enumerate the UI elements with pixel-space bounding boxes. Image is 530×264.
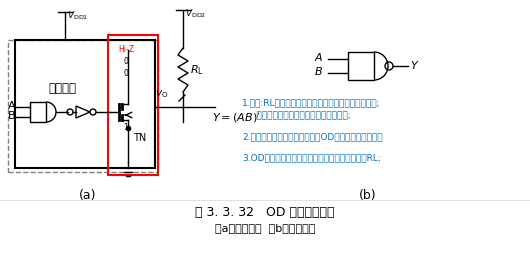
Bar [8, 40, 158, 172]
Bar [348, 52, 374, 80]
Text: $v_{\rm O}$: $v_{\rm O}$ [155, 88, 168, 100]
Text: 图 3. 3. 32   OD 输出的与非门: 图 3. 3. 32 OD 输出的与非门 [195, 206, 335, 219]
Bar [108, 35, 158, 175]
Text: B: B [8, 111, 15, 121]
Bar [30, 102, 46, 122]
Text: 2.与非门后加非门为了满足此为OD输出的与非门逻辑；: 2.与非门后加非门为了满足此为OD输出的与非门逻辑； [242, 132, 383, 141]
Text: $V_{\rm DD1}$: $V_{\rm DD1}$ [67, 10, 89, 22]
Text: 输入高电平时，饱和区，输出为低电平;: 输入高电平时，饱和区，输出为低电平; [242, 111, 351, 120]
Text: 1: 1 [123, 124, 128, 133]
Text: 1.假设:RL断开，则输入电平时，截至区，输出为高阻;: 1.假设:RL断开，则输入电平时，截至区，输出为高阻; [242, 98, 381, 107]
Text: 0: 0 [123, 58, 128, 67]
Text: $R_{\rm L}$: $R_{\rm L}$ [190, 63, 204, 77]
Text: （a）电路结构  （b）逻辑符号: （a）电路结构 （b）逻辑符号 [215, 223, 315, 233]
Text: TN: TN [133, 133, 146, 143]
Text: $Y=(AB)'$: $Y=(AB)'$ [212, 111, 261, 125]
Bar [15, 40, 155, 168]
Text: (a): (a) [80, 188, 97, 201]
Text: (b): (b) [359, 188, 377, 201]
Text: 3.OD不能输出高电平，除非输出段外接上拉电阻RL;: 3.OD不能输出高电平，除非输出段外接上拉电阻RL; [242, 153, 381, 162]
Text: Hi-Z: Hi-Z [118, 45, 134, 54]
Text: 0: 0 [123, 69, 128, 78]
Text: B: B [314, 67, 322, 77]
Text: Y: Y [410, 61, 417, 71]
Text: A: A [314, 53, 322, 63]
Text: $V_{\rm DD2}$: $V_{\rm DD2}$ [185, 8, 206, 21]
Text: A: A [8, 101, 15, 111]
Text: 内部逻辑: 内部逻辑 [48, 82, 76, 95]
